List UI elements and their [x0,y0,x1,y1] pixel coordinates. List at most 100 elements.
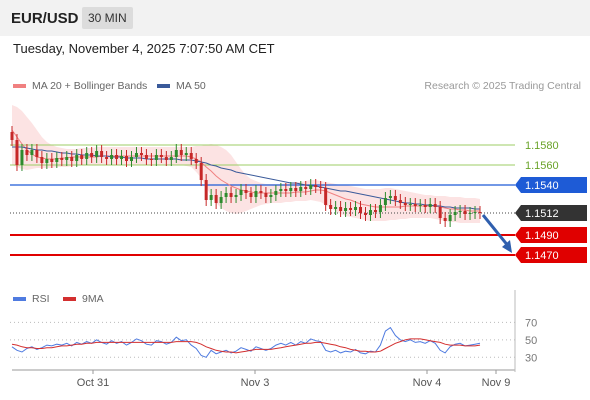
legend-ma9: 9MA [63,293,104,305]
legend-ma9-label: 9MA [82,293,104,305]
ma9-swatch [63,297,76,301]
support-label-2: 1.1470 [525,250,559,262]
candle-body [304,187,308,189]
candle-body [85,153,89,159]
candle [259,185,263,199]
candle-body [388,196,392,198]
candle-body [244,190,248,193]
candle [294,182,298,197]
candle [373,204,377,218]
candle-body [229,193,233,197]
legend-rsi-label: RSI [32,293,50,305]
candle [30,144,34,161]
candle [144,149,148,165]
candle-body [329,205,333,209]
candle-body [40,157,44,163]
copyright-text: Research © 2025 Trading Central [424,80,581,92]
candle-body [194,159,198,163]
candle [309,179,313,195]
candle-body [274,191,278,195]
candle [40,151,44,169]
candle-body [90,153,94,157]
candle [284,183,288,197]
candle-body [269,195,273,197]
candle [378,199,382,218]
candle-body [433,204,437,207]
candle-body [254,191,258,197]
chart-header: EUR/USD 30 MIN [0,0,590,36]
legend-ma20-label: MA 20 + Bollinger Bands [32,80,148,92]
candle-body [65,157,69,160]
candle [10,126,14,146]
candle-body [25,150,29,155]
candle [249,187,253,203]
candle-body [478,212,482,213]
candle [80,149,84,165]
candle-body [50,159,54,162]
candle [244,184,248,199]
candle-body [154,155,158,160]
candle [458,205,462,218]
candle-body [413,204,417,206]
candle [329,199,333,215]
candle-body [344,208,348,211]
candle [383,192,387,211]
rsi-tick-50: 50 [525,335,537,347]
candle-body [60,158,64,160]
candle [189,147,193,165]
x-axis: Oct 31 Nov 3 Nov 4 Nov 9 [12,290,516,389]
candle-body [473,212,477,213]
candle [473,206,477,219]
candle [234,189,238,203]
candle [339,201,343,217]
candle-body [184,153,188,155]
candle-body [264,193,268,197]
candle [105,151,109,165]
candle [129,151,133,167]
candle [214,189,218,209]
candle [219,191,223,209]
candle [85,147,89,165]
candle [70,151,74,167]
legend-ma50-label: MA 50 [176,80,206,92]
x-tick-label: Nov 3 [241,377,270,389]
candle [359,201,363,219]
candle-body [219,197,223,203]
candle-body [144,155,148,159]
candle [453,206,457,221]
current-price-label: 1.1512 [525,208,559,220]
candle [468,207,472,220]
candle-body [448,215,452,221]
candle-body [20,150,24,165]
candle-body [408,204,412,205]
candle-body [378,205,382,212]
candle-body [309,185,313,189]
candle [239,184,243,201]
candle-body [373,210,377,212]
candle [75,149,79,167]
candle [110,149,114,165]
candle-body [199,163,203,180]
candle [115,149,119,165]
candle [299,181,303,197]
candle [363,207,367,221]
ma50-line [12,146,480,210]
candle [60,152,64,166]
candle [433,198,437,213]
candle [448,209,452,227]
candle [413,198,417,212]
candle [393,190,397,206]
legend-rsi: RSI [13,293,50,305]
candle [269,189,273,203]
support-label-2-box [515,247,587,263]
candle-body [319,187,323,188]
candle [174,144,178,163]
support-label-1-box [515,227,587,243]
candle-body [299,187,303,191]
candle-body [10,132,14,140]
candle [199,157,203,186]
timeframe-badge[interactable]: 30 MIN [82,7,133,29]
candle-body [349,208,353,210]
candle-body [443,218,447,221]
candle [443,212,447,227]
